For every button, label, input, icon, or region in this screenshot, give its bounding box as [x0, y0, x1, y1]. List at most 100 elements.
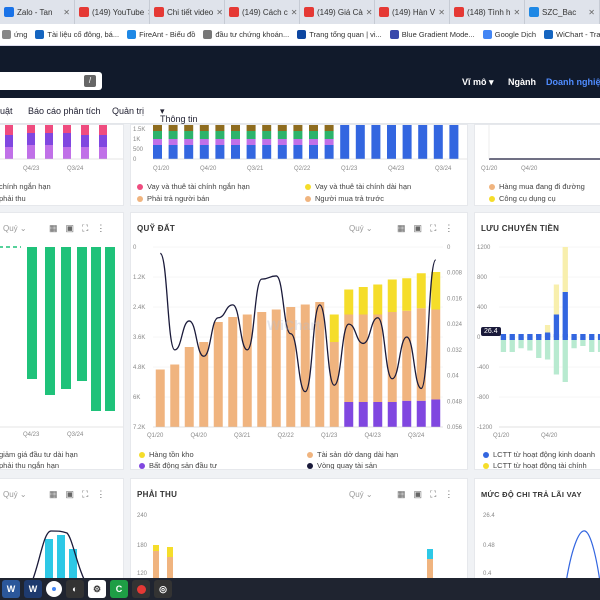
- subnav-item-1[interactable]: uật: [0, 106, 13, 116]
- app-icon[interactable]: ⚙: [88, 580, 106, 598]
- bookmark-item[interactable]: ứng: [2, 30, 27, 39]
- search-input[interactable]: /: [0, 72, 102, 90]
- tab-favicon-icon: [529, 7, 539, 17]
- fullscreen-icon[interactable]: ⛶: [82, 223, 89, 233]
- lctt-bar: [544, 325, 551, 333]
- tab-title: (149) Cách c: [242, 7, 288, 17]
- top-mid-bar: [153, 139, 162, 145]
- close-icon[interactable]: ✕: [147, 8, 149, 17]
- calendar-icon[interactable]: ▣: [413, 489, 423, 499]
- bookmark-item[interactable]: FireAnt - Biểu đồ: [127, 30, 195, 39]
- top-mid-bar: [231, 139, 240, 145]
- close-icon[interactable]: ✕: [438, 7, 445, 17]
- quy-dat-bar: [242, 314, 252, 427]
- browser-tab[interactable]: (149) YouTube✕: [75, 0, 150, 24]
- quy-dat-bar: [416, 400, 426, 427]
- windows-taskbar: W W ◐ ⚙ C ◎: [0, 578, 600, 600]
- bookmark-item[interactable]: Trang tổng quan | vi...: [297, 30, 382, 39]
- quy-dat-bar: [170, 364, 180, 427]
- more-icon[interactable]: ⋮: [96, 489, 106, 499]
- table-icon[interactable]: ▦: [397, 489, 406, 499]
- period-select[interactable]: Quý ⌄: [349, 490, 373, 499]
- subnav-quan-tri[interactable]: Quản trị: [112, 106, 145, 116]
- fullscreen-icon[interactable]: ⛶: [430, 489, 437, 499]
- period-select[interactable]: Quý ⌄: [3, 224, 27, 233]
- top-mid-bar: [262, 145, 272, 159]
- y-tick-label: 180: [137, 543, 148, 549]
- browser-tab[interactable]: Chi tiết video ✕: [150, 0, 225, 24]
- quy-dat-bar: [344, 402, 354, 427]
- nav-doanh-nghiep[interactable]: Doanh nghiệp: [546, 77, 600, 87]
- nav-vimo[interactable]: Vĩ mô ▾: [462, 77, 494, 87]
- nav-nganh[interactable]: Ngành: [508, 77, 536, 87]
- top-mid-bar: [277, 145, 287, 159]
- browser-tab[interactable]: (149) Cách c ✕: [225, 0, 300, 24]
- table-icon[interactable]: ▦: [49, 223, 58, 233]
- browser-tab[interactable]: (149) Hàn V ✕: [375, 0, 450, 24]
- bookmark-item[interactable]: WiChart - Trang chủ: [544, 30, 600, 39]
- chrome-icon[interactable]: [46, 581, 62, 597]
- period-select[interactable]: Quý ⌄: [3, 490, 27, 499]
- quy-dat-bar: [271, 309, 281, 427]
- legend-item: Vay và thuê tài chính dài hạn: [305, 182, 411, 191]
- subnav-bao-cao[interactable]: Báo cáo phân tích: [28, 106, 101, 116]
- bookmark-favicon-icon: [482, 30, 492, 39]
- fullscreen-icon[interactable]: ⛶: [82, 489, 89, 499]
- table-icon[interactable]: ▦: [397, 223, 406, 233]
- tab-favicon-icon: [379, 7, 389, 17]
- subnav-thong-tin[interactable]: Thông tin ▾: [160, 106, 198, 124]
- more-icon[interactable]: ⋮: [444, 489, 454, 499]
- lctt-net-marker: [500, 334, 507, 340]
- app-icon[interactable]: ◎: [154, 580, 172, 598]
- period-select[interactable]: Quý ⌄: [349, 224, 373, 233]
- mid-left-chart: Q4/23 Q3/24: [0, 246, 123, 438]
- top-mid-bar: [153, 131, 162, 139]
- record-icon[interactable]: [132, 580, 150, 598]
- close-icon[interactable]: ✕: [513, 7, 521, 17]
- browser-tab[interactable]: (148) Tình h ✕: [450, 0, 525, 24]
- app-icon[interactable]: C: [110, 580, 128, 598]
- close-icon[interactable]: ✕: [365, 7, 373, 17]
- quy-dat-bar: [358, 402, 368, 427]
- lctt-net-marker: [544, 334, 551, 340]
- bot-left-chart: [29, 530, 89, 587]
- calendar-icon[interactable]: ▣: [413, 223, 423, 233]
- close-icon[interactable]: ✕: [216, 7, 223, 17]
- word-alt-icon[interactable]: W: [24, 580, 42, 598]
- tab-title: (149) Hàn V: [392, 7, 436, 17]
- lctt-bar: [553, 337, 560, 375]
- browser-tab[interactable]: (149) Giá Cà ✕: [300, 0, 375, 24]
- legend-item: Hàng mua đang đi đường: [489, 182, 585, 191]
- close-icon[interactable]: ✕: [588, 7, 595, 17]
- app-icon[interactable]: ◐: [66, 580, 84, 598]
- bookmark-item[interactable]: Tài liệu cổ đông, bá...: [35, 30, 119, 39]
- bookmark-item[interactable]: Google Dịch: [482, 30, 536, 39]
- x-tick-label: Q4/23: [388, 166, 405, 172]
- word-icon[interactable]: W: [2, 580, 20, 598]
- more-icon[interactable]: ⋮: [444, 223, 454, 233]
- phai-thu-chart: 240 180 120: [137, 513, 433, 587]
- browser-tab[interactable]: SZC_Bac ✕: [525, 0, 600, 24]
- calendar-icon[interactable]: ▣: [65, 489, 75, 499]
- lctt-bar: [562, 292, 568, 337]
- y-tick-label: 0.48: [483, 543, 495, 549]
- top-left-bar: [81, 125, 89, 159]
- close-icon[interactable]: ✕: [63, 7, 70, 17]
- y-tick-label: 400: [477, 305, 488, 311]
- tab-favicon-icon: [454, 7, 464, 17]
- tab-favicon-icon: [79, 7, 89, 17]
- fullscreen-icon[interactable]: ⛶: [430, 223, 437, 233]
- top-mid-bar: [402, 125, 412, 159]
- bookmark-item[interactable]: Blue Gradient Mode...: [389, 30, 475, 39]
- close-icon[interactable]: ✕: [290, 7, 298, 17]
- quy-dat-bar: [416, 308, 426, 401]
- table-icon[interactable]: ▦: [49, 489, 58, 499]
- browser-tab[interactable]: Zalo - Tan ✕: [0, 0, 75, 24]
- calendar-icon[interactable]: ▣: [65, 223, 75, 233]
- panel-toolbar: ▦ ▣ ⛶ ⋮: [49, 489, 105, 500]
- more-icon[interactable]: ⋮: [96, 223, 106, 233]
- bookmark-item[interactable]: đầu tư chứng khoán...: [203, 30, 289, 39]
- mid-left-bar: [105, 247, 115, 411]
- x-tick-label: Q3/24: [408, 433, 425, 439]
